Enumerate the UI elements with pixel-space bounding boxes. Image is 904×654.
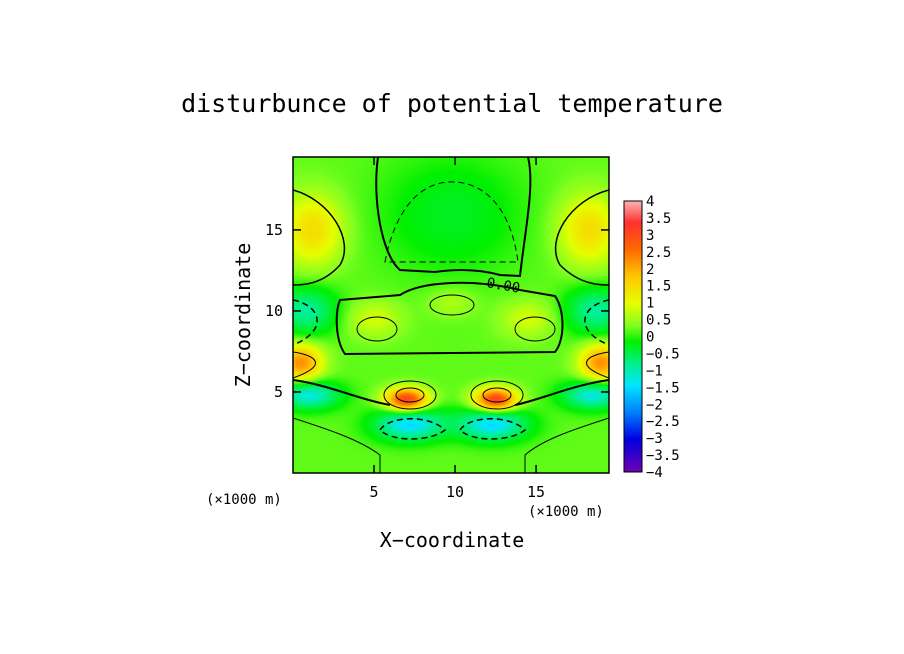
colorbar-tick-label: −2.5 [646, 414, 680, 430]
contour-right-peak [470, 380, 524, 410]
colorbar-ticks: 43.532.521.510.50−0.5−1−1.5−2−2.5−3−3.5−… [646, 194, 680, 481]
x-tick-label: 10 [446, 483, 464, 501]
colorbar-tick-label: −1 [646, 363, 663, 379]
y-tick-label: 10 [265, 302, 283, 320]
contour-dashed-right-wall [584, 299, 609, 346]
contour-left-cell [356, 316, 398, 342]
contour-left-peak [383, 380, 437, 410]
contour-right-warm [586, 351, 609, 379]
contour-dashed-left-low [379, 418, 447, 440]
colorbar-tick-label: 1.5 [646, 279, 671, 295]
contour-right-band [514, 379, 609, 406]
colorbar-tick-label: 2.5 [646, 245, 671, 261]
contour-right-peak-inner [482, 387, 512, 403]
colorbar-tick-label: 3 [646, 228, 654, 244]
y-tick-label: 15 [265, 221, 283, 239]
contour-left-peak-inner [395, 387, 425, 403]
colorbar-tick-label: −3.5 [646, 448, 680, 464]
colorbar-tick-label: −3 [646, 431, 663, 447]
colorbar-tick-label: 2 [646, 262, 654, 278]
contour-dashed-dome [384, 181, 519, 263]
plot-area: 0.00 5 10 15 5 10 15 [265, 156, 610, 501]
colorbar-tick-label: 0 [646, 330, 654, 346]
contour-zero-box [335, 281, 564, 356]
contour-dashed-left-wall [293, 299, 318, 346]
contour-lines [293, 157, 609, 473]
contour-right-cell [514, 316, 556, 342]
colorbar-tick-label: −2 [646, 397, 663, 413]
contour-right-wall [554, 189, 609, 286]
colorbar-tick-label: 0.5 [646, 313, 671, 329]
colorbar-tick-label: −1.5 [646, 380, 680, 396]
contour-lower-band [293, 417, 381, 473]
colorbar-tick-label: 1 [646, 296, 654, 312]
axis-ticks: 5 10 15 5 10 15 [265, 157, 609, 501]
colorbar-tick-label: 4 [646, 194, 654, 210]
colorbar-tick-label: −0.5 [646, 346, 680, 362]
colorbar-gradient [623, 200, 643, 473]
chart-title: disturbunce of potential temperature [181, 89, 723, 118]
colorbar-tick-label: 3.5 [646, 211, 671, 227]
x-tick-label: 15 [527, 483, 545, 501]
x-unit-left: (×1000 m) [206, 492, 282, 508]
contour-left-band [293, 379, 391, 406]
contour-left-wall [293, 189, 346, 286]
contour-center-cell [429, 294, 475, 316]
plot-frame [292, 156, 610, 474]
y-tick-label: 5 [274, 383, 283, 401]
x-unit-right: (×1000 m) [528, 504, 604, 520]
contour-zero-upper [375, 157, 532, 278]
contour-lower-band-right [524, 417, 609, 473]
y-axis-label: Z−coordinate [231, 243, 255, 388]
contour-left-warm [293, 351, 316, 379]
x-tick-label: 5 [370, 483, 379, 501]
x-axis-label: X−coordinate [380, 528, 525, 552]
colorbar: 43.532.521.510.50−0.5−1−1.5−2−2.5−3−3.5−… [623, 194, 680, 481]
contour-label: 0.00 [485, 275, 521, 297]
colorbar-tick-label: −4 [646, 465, 663, 481]
contour-dashed-right-low [459, 418, 527, 440]
